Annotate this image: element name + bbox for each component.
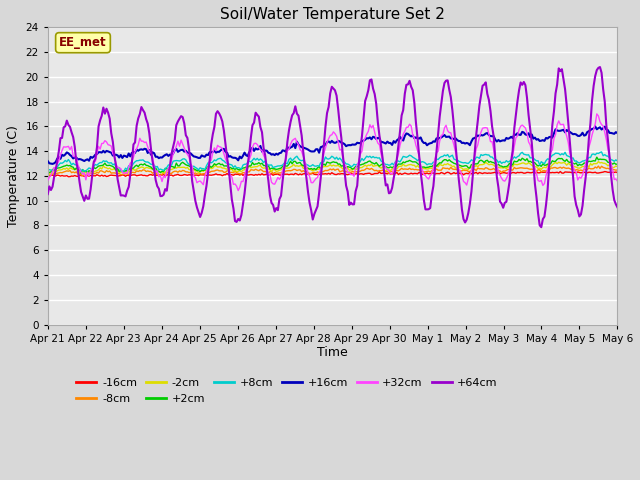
X-axis label: Time: Time xyxy=(317,347,348,360)
Y-axis label: Temperature (C): Temperature (C) xyxy=(7,125,20,227)
Title: Soil/Water Temperature Set 2: Soil/Water Temperature Set 2 xyxy=(220,7,445,22)
Legend: -16cm, -8cm, -2cm, +2cm, +8cm, +16cm, +32cm, +64cm: -16cm, -8cm, -2cm, +2cm, +8cm, +16cm, +3… xyxy=(72,374,502,408)
Text: EE_met: EE_met xyxy=(59,36,107,49)
